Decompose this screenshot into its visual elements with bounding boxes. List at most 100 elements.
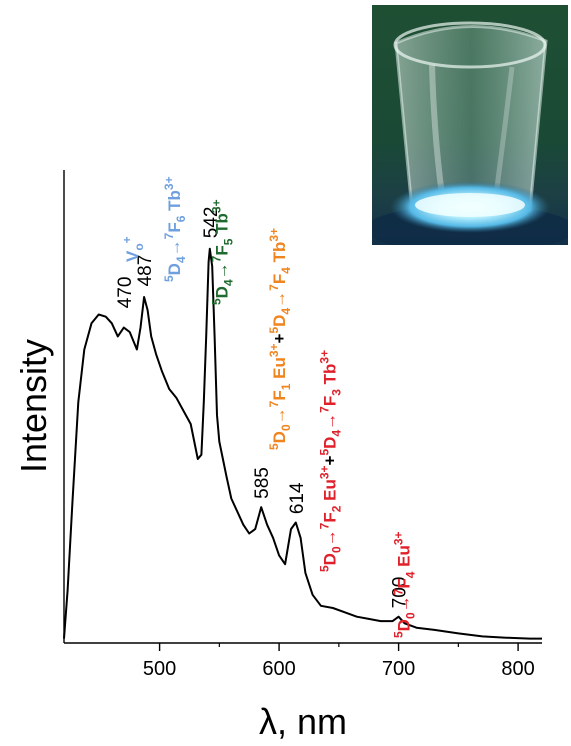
annotation-part: F bbox=[320, 512, 339, 522]
annotation-part: → bbox=[394, 595, 413, 612]
annotation-text: 5D0→7F4 Eu3+ bbox=[391, 531, 417, 638]
annotation-part: 0 bbox=[329, 546, 343, 553]
peak-label: 542 bbox=[201, 207, 222, 239]
x-ticks: 500 600 700 800 bbox=[143, 643, 535, 680]
annotation-part: 7 bbox=[267, 284, 281, 291]
annotation-part: 3+ bbox=[317, 465, 331, 479]
peak-label: 585 bbox=[252, 467, 273, 499]
annotation-part: + bbox=[320, 455, 339, 465]
annotation-part: 0 bbox=[403, 612, 417, 619]
annotation-part: 4 bbox=[174, 256, 188, 263]
annotation-part: 7 bbox=[267, 400, 281, 407]
annotation-part: D bbox=[270, 431, 289, 443]
x-tick-label: 500 bbox=[143, 658, 176, 680]
annotation-part: Tb bbox=[270, 242, 289, 268]
annotation-vo: Vo+ bbox=[120, 236, 146, 262]
annotation-part: → bbox=[213, 262, 232, 279]
vial-photo-illustration bbox=[372, 5, 568, 245]
annotation-part: 4 bbox=[222, 279, 236, 286]
annotation-part: 3 bbox=[329, 389, 343, 396]
annotation-part: 4 bbox=[403, 571, 417, 578]
annotation-part: 6 bbox=[174, 215, 188, 222]
annotation-eu-7f4: 5D0→7F4 Eu3+ bbox=[391, 531, 417, 638]
annotation-part: 7 bbox=[317, 522, 331, 529]
annotation-part: 5 bbox=[317, 449, 331, 456]
annotation-part: Eu bbox=[270, 357, 289, 383]
photo-glowing-glass-vial bbox=[372, 5, 568, 245]
annotation-part: F bbox=[213, 245, 232, 255]
annotation-part: V bbox=[123, 250, 142, 262]
annotation-part: 4 bbox=[279, 308, 293, 315]
annotation-part: 7 bbox=[210, 255, 224, 262]
annotation-part: → bbox=[320, 529, 339, 546]
annotation-part: 7 bbox=[391, 588, 405, 595]
annotation-part: 5 bbox=[317, 565, 331, 572]
annotation-part: 3+ bbox=[267, 343, 281, 357]
annotation-text: 5D4→7F6 Tb3+ bbox=[162, 176, 188, 282]
annotation-part: Eu bbox=[394, 545, 413, 571]
annotation-part: F bbox=[270, 274, 289, 284]
annotation-tb-5d4-7f5: 5D4→7F5 Tb3+ bbox=[210, 199, 236, 305]
x-tick-label: 600 bbox=[262, 658, 295, 680]
annotation-part: D bbox=[320, 437, 339, 449]
annotation-part: 3+ bbox=[210, 199, 224, 213]
annotation-part: 5 bbox=[222, 238, 236, 245]
annotation-part: Tb bbox=[165, 190, 184, 216]
annotation-part: 4 bbox=[279, 267, 293, 274]
x-tick-label: 700 bbox=[382, 658, 415, 680]
annotation-part: 1 bbox=[279, 383, 293, 390]
annotation-part: Tb bbox=[320, 364, 339, 390]
annotation-part: Tb bbox=[213, 213, 232, 239]
annotation-part: 7 bbox=[317, 406, 331, 413]
peak-label: 487 bbox=[135, 255, 156, 287]
annotation-part: D bbox=[213, 286, 232, 298]
annotation-part: 5 bbox=[391, 631, 405, 638]
peak-label: 614 bbox=[287, 482, 308, 514]
annotation-part: → bbox=[320, 413, 339, 430]
peak-label: 470 bbox=[115, 277, 136, 309]
annotation-part: 5 bbox=[267, 443, 281, 450]
annotation-text: 5D0→7F1 Eu3++5D4→7F4 Tb3+ bbox=[267, 228, 293, 450]
annotation-part: D bbox=[320, 553, 339, 565]
annotation-part: 5 bbox=[210, 298, 224, 305]
annotation-part: 5 bbox=[162, 275, 176, 282]
annotation-text: 5D4→7F5 Tb3+ bbox=[210, 199, 236, 305]
annotation-part: 2 bbox=[329, 505, 343, 512]
annotation-part: o bbox=[132, 243, 146, 250]
annotation-part: F bbox=[394, 578, 413, 588]
annotation-part: → bbox=[270, 407, 289, 424]
annotation-part: 3+ bbox=[391, 531, 405, 545]
annotation-tb-5d4-7f6: 5D4→7F6 Tb3+ bbox=[162, 176, 188, 282]
annotation-part: 3+ bbox=[162, 176, 176, 190]
annotation-part: 3+ bbox=[317, 350, 331, 364]
annotation-text: 5D0→7F2 Eu3++5D4→7F3 Tb3+ bbox=[317, 350, 343, 572]
annotation-part: + bbox=[120, 236, 134, 243]
annotation-part: 3+ bbox=[267, 228, 281, 242]
y-axis-label: Intensity bbox=[13, 339, 54, 473]
annotation-eu-7f2-tb-7f3: 5D0→7F2 Eu3++5D4→7F3 Tb3+ bbox=[317, 350, 343, 572]
annotation-part: → bbox=[270, 291, 289, 308]
annotation-part: D bbox=[165, 263, 184, 275]
annotation-text: Vo+ bbox=[120, 236, 146, 262]
annotation-part: 4 bbox=[329, 430, 343, 437]
annotation-part: 0 bbox=[279, 424, 293, 431]
annotation-part: + bbox=[270, 333, 289, 343]
x-tick-label: 800 bbox=[501, 658, 534, 680]
axes: 500 600 700 800 bbox=[63, 170, 542, 680]
annotation-part: F bbox=[270, 390, 289, 400]
annotation-part: 7 bbox=[162, 232, 176, 239]
annotation-part: 5 bbox=[267, 327, 281, 334]
annotation-eu-7f1-tb-7f4: 5D0→7F1 Eu3++5D4→7F4 Tb3+ bbox=[267, 228, 293, 450]
annotation-part: F bbox=[320, 396, 339, 406]
series-line bbox=[63, 247, 542, 640]
annotation-part: D bbox=[270, 315, 289, 327]
annotation-part: F bbox=[165, 222, 184, 232]
transition-annotations: Vo+5D4→7F6 Tb3+5D4→7F5 Tb3+5D0→7F1 Eu3++… bbox=[120, 176, 417, 638]
peak-label: 700 bbox=[390, 577, 411, 609]
annotation-part: D bbox=[394, 619, 413, 631]
x-axis-label: λ, nm bbox=[259, 701, 347, 742]
annotation-part: → bbox=[165, 239, 184, 256]
annotation-part: Eu bbox=[320, 479, 339, 505]
